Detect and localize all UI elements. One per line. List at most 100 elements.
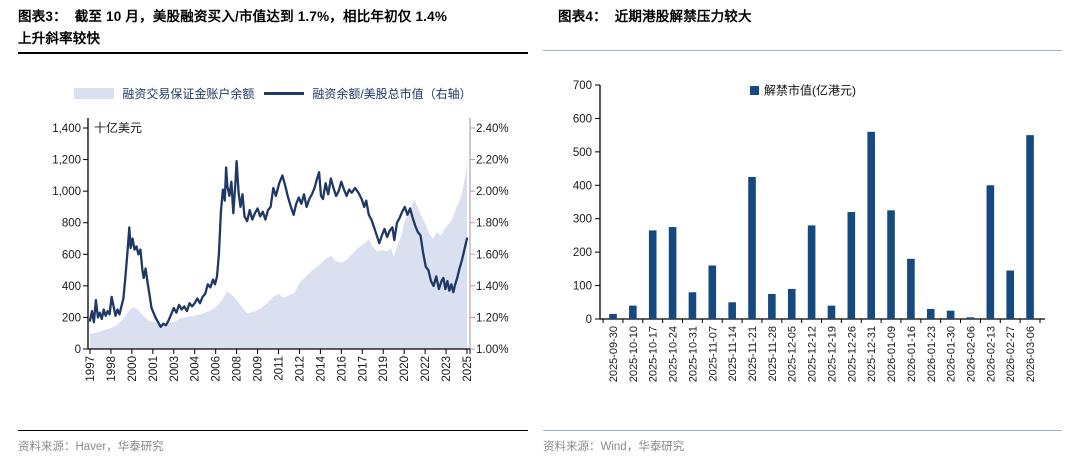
y-right-tick-label: 1.40% bbox=[476, 281, 509, 293]
x-tick-label: 2025-10-31 bbox=[687, 326, 699, 382]
x-tick-label: 2025-10-10 bbox=[628, 326, 640, 382]
figure4-source: 资料来源：Wind，华泰研究 bbox=[543, 441, 685, 453]
x-tick-label: 2001 bbox=[148, 356, 160, 382]
x-tick-label: 2025-09-30 bbox=[608, 326, 620, 382]
y-tick-label: 300 bbox=[573, 214, 592, 226]
figure4-title-rule bbox=[543, 50, 1062, 51]
lockup-bar bbox=[807, 225, 816, 319]
x-tick-label: 2025-11-07 bbox=[707, 326, 719, 381]
y-tick-label: 400 bbox=[573, 180, 592, 192]
x-tick-label: 2023 bbox=[441, 356, 453, 382]
lockup-bar bbox=[768, 293, 776, 319]
lockup-bar bbox=[787, 288, 796, 319]
y-tick-label: 100 bbox=[573, 281, 592, 293]
line-legend-swatch bbox=[264, 92, 305, 95]
lockup-bar bbox=[827, 305, 836, 319]
x-tick-label: 2012 bbox=[294, 356, 306, 382]
x-tick-label: 2026-03-06 bbox=[1025, 326, 1037, 382]
y-tick-label: 0 bbox=[586, 314, 592, 326]
y-tick-label: 700 bbox=[573, 80, 592, 92]
x-tick-label: 2011 bbox=[274, 356, 286, 381]
x-tick-label: 2008 bbox=[232, 356, 244, 382]
x-tick-label: 2025-10-17 bbox=[648, 326, 660, 382]
x-tick-label: 2025-12-19 bbox=[826, 326, 838, 382]
y-right-tick-label: 2.00% bbox=[476, 186, 509, 198]
y-left-tick-label: 0 bbox=[75, 344, 81, 356]
figure4-source-rule bbox=[543, 430, 1062, 431]
x-tick-label: 2026-02-27 bbox=[1005, 326, 1017, 382]
figure3-legend: 融资交易保证金账户余额 融资余额/美股总市值（右轴） bbox=[18, 85, 528, 102]
x-tick-label: 2003 bbox=[169, 356, 181, 382]
x-tick-label: 2025-12-05 bbox=[787, 326, 799, 382]
figure4-panel: 图表4： 近期港股解禁压力较大 bbox=[558, 6, 1064, 28]
x-tick-label: 1997 bbox=[85, 356, 97, 382]
lockup-bar bbox=[1026, 135, 1034, 319]
line-legend-label: 融资余额/美股总市值（右轴） bbox=[312, 87, 472, 101]
x-tick-label: 2025-12-12 bbox=[807, 326, 819, 382]
figure3-legend-item-area: 融资交易保证金账户余额 bbox=[74, 85, 254, 102]
figure3-source: 资料来源：Haver，华泰研究 bbox=[18, 441, 164, 453]
x-tick-label: 2016 bbox=[336, 356, 348, 382]
area-legend-swatch bbox=[74, 88, 115, 99]
y-left-tick-label: 400 bbox=[62, 281, 81, 293]
x-tick-label: 2014 bbox=[315, 355, 327, 381]
x-tick-label: 2009 bbox=[253, 356, 265, 382]
x-tick-label: 2026-01-16 bbox=[906, 326, 918, 382]
figure3-source-rule bbox=[18, 430, 528, 431]
figure3-panel: 图表3： 截至 10 月，美股融资买入/市值达到 1.7%，相比年初仅 1.4%… bbox=[18, 6, 530, 50]
lockup-bar bbox=[847, 212, 856, 319]
lockup-bar bbox=[907, 258, 915, 319]
figure3-title-line1: 图表3： 截至 10 月，美股融资买入/市值达到 1.7%，相比年初仅 1.4% bbox=[18, 9, 448, 24]
lockup-expiry-chart: 0 100 200 300 400 500 600 700 2025-09-30 2025-10-… bbox=[573, 80, 1045, 382]
y-left-tick-label: 1,200 bbox=[52, 155, 81, 167]
x-tick-label: 2025-10-24 bbox=[668, 326, 680, 382]
lockup-bar bbox=[748, 176, 756, 319]
figure4-title: 图表4： 近期港股解禁压力较大 bbox=[558, 9, 752, 24]
lockup-bar bbox=[688, 292, 697, 319]
y-right-tick-label: 2.40% bbox=[476, 123, 509, 135]
x-tick-label: 2020 bbox=[399, 356, 411, 382]
lockup-bar bbox=[986, 185, 995, 319]
x-tick-label: 2026-02-13 bbox=[985, 326, 997, 382]
lockup-bar bbox=[946, 310, 955, 319]
y-right-tick-label: 1.80% bbox=[476, 218, 509, 230]
x-tick-label: 2017 bbox=[357, 356, 369, 382]
y-left-tick-label: 600 bbox=[62, 249, 81, 261]
y-tick-label: 600 bbox=[573, 113, 592, 125]
y-right-tick-label: 1.60% bbox=[476, 249, 509, 261]
lockup-bar bbox=[926, 308, 935, 319]
figure3-title-rule bbox=[18, 52, 528, 54]
y-tick-label: 500 bbox=[573, 147, 592, 159]
area-legend-label: 融资交易保证金账户余额 bbox=[122, 87, 255, 101]
margin-balance-chart: 0 200 400 600 800 1,000 1,200 1,400 十亿美元 1.00% 1.2… bbox=[52, 118, 509, 382]
lockup-bar bbox=[648, 230, 657, 319]
x-tick-label: 2026-02-06 bbox=[965, 326, 977, 382]
lockup-bar bbox=[887, 210, 895, 319]
y-tick-label: 200 bbox=[573, 247, 592, 259]
lockup-bar bbox=[867, 131, 875, 319]
y-left-unit-label: 十亿美元 bbox=[94, 120, 142, 135]
x-tick-label: 2019 bbox=[378, 356, 390, 382]
x-tick-label: 2025 bbox=[462, 356, 474, 382]
x-tick-label: 2026-01-09 bbox=[886, 326, 898, 382]
lockup-bar bbox=[966, 317, 975, 319]
margin-account-area-series bbox=[90, 161, 467, 349]
x-tick-label: 2025-12-26 bbox=[846, 326, 858, 382]
x-tick-label: 1998 bbox=[106, 356, 118, 382]
x-tick-label: 2025-11-21 bbox=[747, 326, 759, 381]
lockup-bar bbox=[609, 313, 617, 319]
bar-legend-swatch bbox=[750, 86, 759, 95]
y-left-tick-label: 1,000 bbox=[52, 186, 81, 198]
x-tick-label: 2025-11-28 bbox=[767, 326, 779, 381]
x-tick-label: 2000 bbox=[127, 356, 139, 382]
y-left-tick-label: 800 bbox=[62, 218, 81, 230]
y-right-tick-label: 2.20% bbox=[476, 155, 509, 167]
figure3-title-line2: 上升斜率较快 bbox=[18, 31, 101, 46]
bar-legend-label: 解禁市值(亿港元) bbox=[764, 83, 856, 98]
x-tick-label: 2022 bbox=[420, 356, 432, 382]
x-tick-label: 2026-01-30 bbox=[946, 326, 958, 382]
x-tick-label: 2004 bbox=[190, 355, 202, 381]
lockup-bar bbox=[1006, 270, 1014, 319]
x-tick-label: 2025-12-31 bbox=[866, 326, 878, 382]
lockup-bar bbox=[668, 227, 677, 319]
